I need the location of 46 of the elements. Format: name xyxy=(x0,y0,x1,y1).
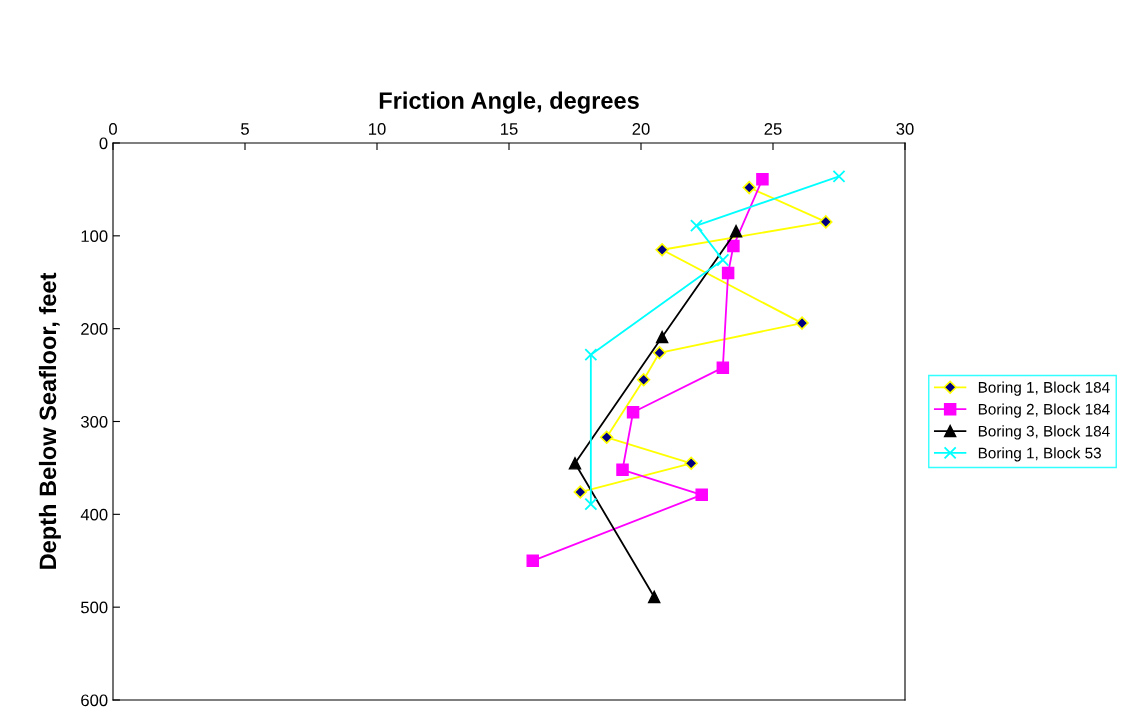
point xyxy=(832,169,846,183)
point xyxy=(695,488,708,502)
y-tick-label: 600 xyxy=(81,694,108,707)
y-tick-label: 100 xyxy=(81,230,108,243)
x-tick-label: 0 xyxy=(109,123,117,135)
legend-label: Boring 1, Block 184 xyxy=(978,381,1110,396)
point xyxy=(526,554,540,568)
y-axis-title: Depth Below Seafloor, feet xyxy=(38,272,61,569)
point xyxy=(573,485,588,499)
x-axis-title: Friction Angle, degrees xyxy=(379,91,639,114)
x-tick-label: 30 xyxy=(896,123,914,135)
x-tick-label: 10 xyxy=(369,123,386,135)
point xyxy=(727,239,740,253)
point xyxy=(616,463,629,477)
y-tick-label: 200 xyxy=(81,323,108,335)
y-tick-label: 400 xyxy=(80,508,108,521)
point xyxy=(729,224,743,238)
y-tick-label: 0 xyxy=(99,137,108,150)
point xyxy=(626,405,640,419)
y-tick-label: 500 xyxy=(81,601,108,614)
point xyxy=(655,330,669,344)
point xyxy=(584,497,598,511)
point xyxy=(689,219,703,233)
point xyxy=(568,457,582,470)
legend-label: Boring 2, Block 184 xyxy=(978,403,1110,418)
point xyxy=(756,172,769,186)
legend-label: Boring 3, Block 184 xyxy=(978,425,1110,440)
y-tick-label: 300 xyxy=(80,415,108,428)
point xyxy=(599,430,614,445)
point xyxy=(819,215,833,229)
point xyxy=(795,316,809,330)
point xyxy=(716,361,730,374)
point xyxy=(742,180,756,195)
point xyxy=(721,266,735,280)
point xyxy=(716,253,730,267)
x-tick-label: 5 xyxy=(241,123,249,135)
x-tick-label: 20 xyxy=(632,123,650,135)
point xyxy=(647,590,661,604)
point xyxy=(655,243,669,257)
x-tick-label: 15 xyxy=(501,123,518,135)
legend-label: Boring 1, Block 53 xyxy=(978,447,1101,462)
point xyxy=(636,372,651,387)
point xyxy=(652,346,667,360)
point xyxy=(684,456,698,471)
point xyxy=(584,348,598,362)
x-tick-label: 25 xyxy=(764,123,782,135)
